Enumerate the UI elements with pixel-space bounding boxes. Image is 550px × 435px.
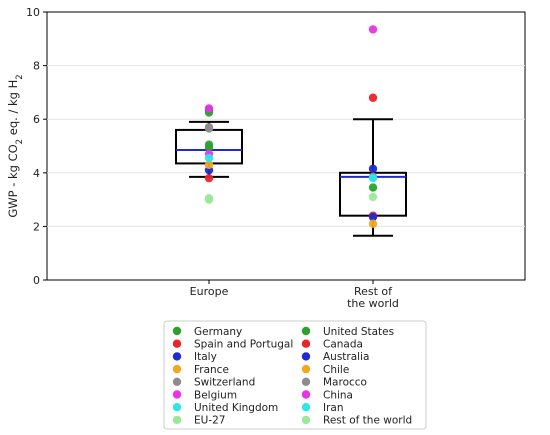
legend-label: China (323, 389, 353, 401)
y-tick-label: 4 (33, 167, 40, 180)
legend-marker (172, 377, 182, 386)
legend-frame (163, 320, 427, 430)
legend-label: Australia (323, 351, 369, 363)
y-tick-label: 10 (26, 6, 40, 19)
y-tick-label: 0 (33, 274, 40, 287)
grid-lines (47, 65, 525, 227)
data-point-united-states (368, 183, 378, 192)
legend-marker (301, 364, 311, 374)
data-point-spain-and-portugal (204, 173, 214, 183)
x-category-label: the world (347, 297, 399, 310)
data-point-australia (368, 164, 378, 173)
legend-marker (172, 364, 182, 374)
legend-label: Belgium (194, 389, 237, 401)
legend-label: Iran (323, 402, 344, 414)
data-point-rest-of-the-world (368, 192, 378, 202)
data-point-china (368, 25, 378, 34)
y-label-part: GWP - kg CO (6, 144, 20, 217)
data-point-iran (368, 173, 378, 183)
y-tick-label: 2 (33, 220, 40, 233)
legend-marker (172, 339, 182, 348)
legend-marker (172, 352, 182, 361)
legend-marker (172, 403, 182, 412)
legend-marker (301, 339, 311, 348)
x-category-label: Rest of (354, 285, 393, 298)
legend-label: EU-27 (194, 415, 225, 427)
legend-marker (301, 326, 311, 336)
legend-label: Rest of the world (323, 415, 412, 427)
legend-label: Canada (323, 339, 363, 351)
y-tick-label: 6 (33, 113, 40, 126)
legend-label: Marocco (323, 377, 367, 389)
legend-marker (301, 415, 311, 425)
legend-label: Italy (194, 351, 217, 363)
legend-label: Switzerland (194, 377, 255, 389)
x-category-label: Europe (190, 285, 229, 298)
legend-marker (172, 390, 182, 399)
legend-marker (301, 377, 311, 386)
data-point-chile (368, 219, 378, 228)
legend-label: Spain and Portugal (194, 339, 293, 351)
y-label-part: 2 (15, 74, 25, 79)
data-point-canada (368, 93, 378, 102)
plot-area (46, 11, 526, 281)
legend-marker (172, 415, 182, 425)
data-point-switzerland (204, 124, 214, 133)
data-point-belgium (204, 104, 214, 113)
y-tick-label: 8 (33, 60, 40, 73)
legend-label: United Kingdom (194, 402, 278, 414)
data-points (204, 25, 378, 228)
legend-marker (301, 403, 311, 412)
legend-label: France (194, 364, 229, 376)
data-point (368, 212, 378, 222)
y-label-part: 2 (15, 139, 25, 144)
legend-label: Germany (194, 326, 242, 338)
legend-marker (301, 390, 311, 399)
legend-marker (172, 326, 182, 336)
legend-marker (301, 352, 311, 361)
data-point-france (204, 160, 214, 169)
y-axis-ticks: 0 2 4 6 8 10 (26, 6, 47, 287)
data-point (204, 143, 214, 152)
legend-label: United States (323, 326, 394, 338)
y-label-part: eq. / kg H (6, 80, 20, 139)
data-point-eu-27 (204, 194, 214, 203)
legend-label: Chile (323, 364, 349, 376)
data-point-united-kingdom (204, 153, 214, 163)
y-axis-label: GWP - kg CO2 eq. / kg H2 (6, 74, 25, 217)
